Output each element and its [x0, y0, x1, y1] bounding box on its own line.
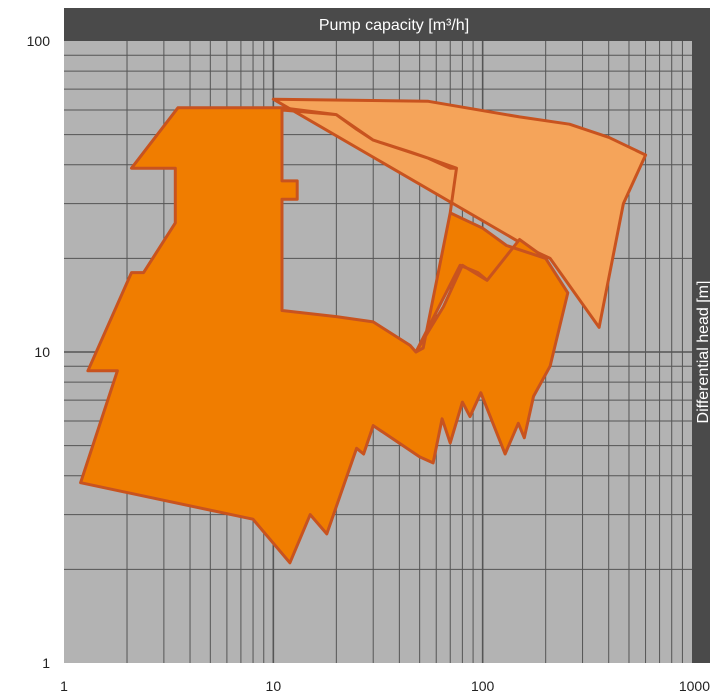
x-axis-title: Pump capacity [m³/h]	[319, 17, 469, 34]
y-tick-label: 10	[34, 344, 50, 360]
x-tick-label: 1	[60, 678, 68, 693]
pump-range-regions	[79, 97, 648, 565]
y-axis-title: Differential head [m]	[695, 281, 710, 424]
y-tick-label: 1	[42, 655, 50, 671]
x-tick-label: 1000	[679, 678, 710, 693]
pump-range-region-dark	[79, 106, 570, 565]
x-tick-label: 100	[471, 678, 495, 693]
y-tick-label: 100	[27, 33, 51, 49]
y-tick-labels: 1 10 100	[27, 33, 51, 671]
pump-range-region-light	[271, 97, 648, 329]
x-tick-labels: 1 10 100 1000	[60, 678, 710, 693]
x-tick-label: 10	[266, 678, 282, 693]
